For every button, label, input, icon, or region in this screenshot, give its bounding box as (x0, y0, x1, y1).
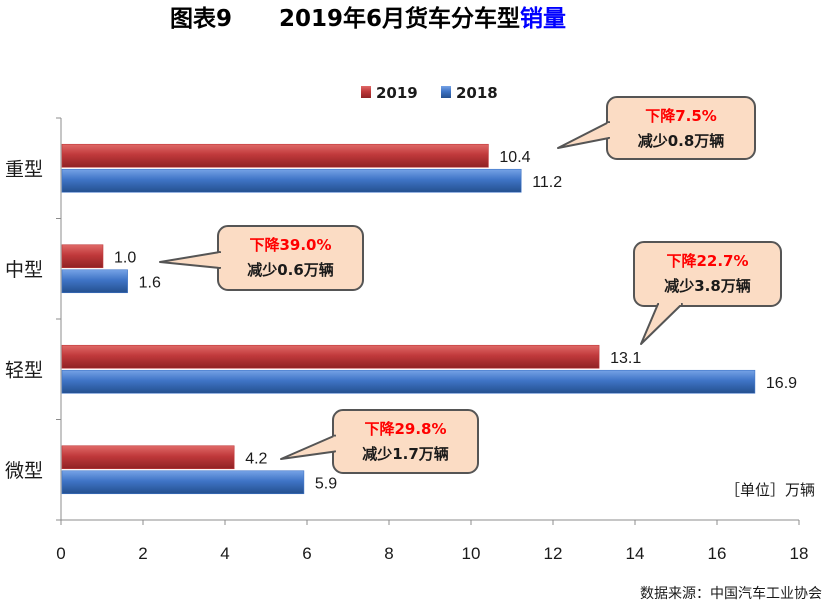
callout-seam (659, 301, 681, 305)
bar-2019 (61, 445, 235, 470)
value-label: 13.1 (610, 350, 641, 367)
category-label: 中型 (5, 259, 43, 281)
callout-box (633, 241, 782, 307)
callout-decline-pct: 下降7.5% (645, 107, 717, 125)
callout-decline-amount: 减少0.6万辆 (247, 261, 334, 279)
value-label: 10.4 (499, 149, 530, 166)
x-tick-label: 4 (220, 544, 229, 563)
value-label: 11.2 (532, 174, 562, 191)
bar-2019 (61, 244, 104, 269)
x-tick-label: 18 (790, 544, 809, 563)
bar-2019 (61, 143, 489, 168)
x-tick-label: 8 (384, 544, 393, 563)
figure-label: 图表9 (170, 6, 232, 32)
callout-seam (333, 436, 338, 451)
legend-swatch-2019 (361, 86, 371, 98)
x-tick-label: 2 (138, 544, 147, 563)
legend-label-2019: 2019 (376, 84, 418, 102)
value-label: 5.9 (315, 475, 337, 492)
callout: 下降22.7% 减少3.8万辆 (633, 241, 782, 345)
callout-pointer (640, 303, 683, 345)
unit-label: ［单位］万辆 (725, 481, 815, 499)
bar-2018 (61, 269, 128, 294)
x-tick-label: 0 (56, 544, 65, 563)
source-note: 数据来源：中国汽车工业协会 (640, 585, 822, 602)
bar-2019 (61, 344, 600, 369)
value-label: 1.6 (139, 274, 161, 291)
x-tick-label: 10 (462, 544, 481, 563)
callout: 下降29.8% 减少1.7万辆 (280, 409, 479, 474)
bar-2018 (61, 369, 756, 394)
chart-title-main: 2019年6月货车分车型 (279, 5, 520, 32)
bar-2018 (61, 470, 305, 495)
callout-decline-pct: 下降22.7% (666, 252, 748, 270)
callout-pointer (557, 121, 610, 149)
callout-decline-amount: 减少3.8万辆 (664, 277, 751, 295)
callout-pointer (280, 434, 336, 460)
callout-decline-amount: 减少1.7万辆 (362, 445, 449, 463)
chart-title-highlight: 销量 (520, 6, 566, 32)
legend: 2019 2018 (361, 84, 498, 102)
callout-decline-pct: 下降29.8% (364, 420, 446, 438)
value-label: 4.2 (245, 450, 267, 467)
category-label: 重型 (5, 158, 43, 180)
category-label: 微型 (5, 460, 43, 482)
value-label: 16.9 (766, 375, 797, 392)
x-tick-label: 14 (626, 544, 645, 563)
callout-seam (607, 123, 612, 137)
chart-title: 2019年6月货车分车型销量 (279, 5, 566, 32)
category-label: 轻型 (5, 359, 43, 381)
callout: 下降39.0% 减少0.6万辆 (159, 225, 364, 291)
callout-pointer (159, 251, 221, 269)
callout-seam (218, 253, 223, 267)
x-tick-label: 12 (544, 544, 563, 563)
callout-decline-pct: 下降39.0% (249, 236, 331, 254)
legend-label-2018: 2018 (456, 84, 498, 102)
x-tick-label: 6 (302, 544, 311, 563)
callout-decline-amount: 减少0.8万辆 (638, 132, 725, 150)
x-tick-label: 16 (708, 544, 727, 563)
legend-swatch-2018 (441, 86, 451, 98)
callout: 下降7.5% 减少0.8万辆 (557, 96, 756, 160)
bar-2018 (61, 168, 522, 193)
bars: 10.411.2 1.01.6 13.1 16.9 4.2 5.9 (61, 143, 797, 495)
value-label: 1.0 (114, 249, 136, 266)
